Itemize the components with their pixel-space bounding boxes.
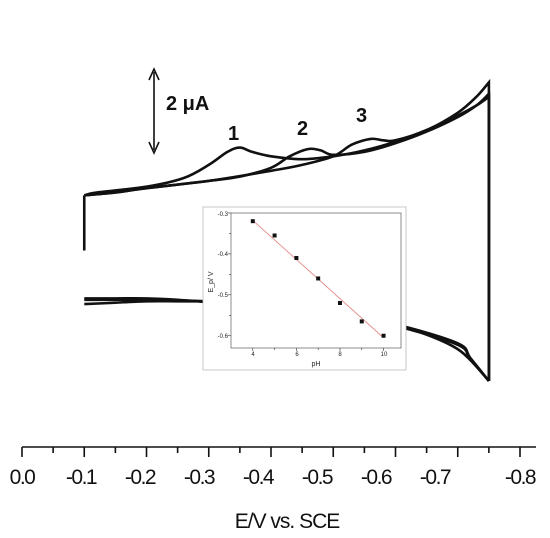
inset-data-point <box>381 333 386 338</box>
inset-x-tick-label: 4 <box>251 352 255 358</box>
inset-y-axis-title: E_p/ V <box>208 271 215 292</box>
peak-label-2: 2 <box>297 118 308 140</box>
x-tick-label: -0.8 <box>505 466 536 489</box>
inset-data-point <box>316 276 321 281</box>
inset-ticks <box>228 212 384 351</box>
x-tick-label: -0.5 <box>302 466 333 489</box>
inset-x-axis-title: pH <box>312 361 321 368</box>
inset-x-tick-label: 10 <box>381 352 388 358</box>
inset-chart <box>202 206 407 371</box>
cv-series-3-forward <box>84 78 491 381</box>
inset-y-tick-label: -0.5 <box>218 293 229 299</box>
x-axis <box>21 446 536 457</box>
x-tick-label: -0.7 <box>420 466 451 489</box>
peak-label-3: 3 <box>356 105 367 127</box>
inset-y-tick-label: -0.3 <box>218 212 229 218</box>
inset-data-point <box>359 319 364 324</box>
scale-bar-label: 2 μA <box>166 93 209 115</box>
inset-x-tick-label: 8 <box>338 352 342 358</box>
inset-data-point <box>250 219 255 224</box>
x-tick-label: -0.4 <box>243 466 275 489</box>
x-tick-label: -0.3 <box>184 466 215 489</box>
x-tick-label: -0.6 <box>361 466 392 489</box>
x-tick-label: -0.2 <box>125 466 156 489</box>
inset-y-tick-label: -0.4 <box>218 252 229 258</box>
inset-data <box>250 219 386 339</box>
inset-plot-area <box>230 212 402 349</box>
inset-y-tick-label: -0.6 <box>218 334 229 340</box>
x-tick-label: -0.1 <box>66 466 97 489</box>
inset-data-point <box>294 256 299 260</box>
x-axis-title: E/V vs. SCE <box>235 510 341 533</box>
inset-data-point <box>337 301 342 305</box>
current-scale-bar <box>148 67 160 155</box>
x-axis-ticks <box>21 447 521 457</box>
inset-data-point <box>272 233 277 238</box>
inset-x-tick-label: 6 <box>295 352 299 358</box>
x-tick-label: 0.0 <box>10 466 36 489</box>
peak-label-1: 1 <box>228 123 239 145</box>
